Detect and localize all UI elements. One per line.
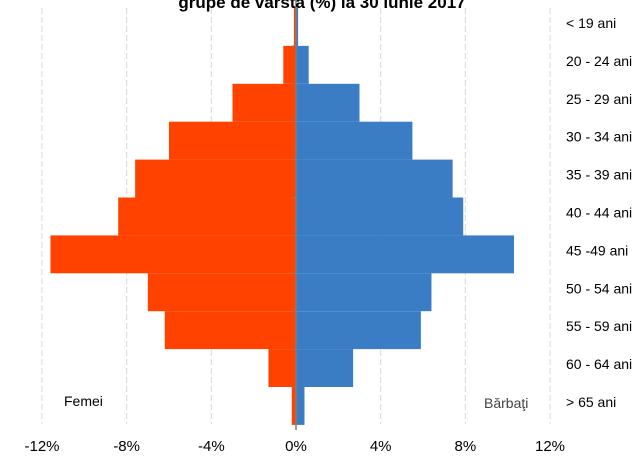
x-tick-label-6: 12% — [535, 438, 565, 455]
bar-femei-7 — [147, 273, 296, 312]
category-label-2: 25 - 29 ani — [566, 91, 632, 107]
category-label-9: 60 - 64 ani — [566, 356, 632, 372]
bar-femei-5 — [118, 197, 296, 236]
category-label-7: 50 - 54 ani — [566, 280, 632, 296]
bar-barbati-4 — [296, 159, 453, 198]
category-label-4: 35 - 39 ani — [566, 167, 632, 183]
bar-femei-8 — [164, 311, 296, 350]
bar-barbati-0 — [296, 8, 299, 46]
bar-barbati-3 — [296, 121, 413, 160]
bar-barbati-9 — [296, 349, 354, 387]
bar-femei-1 — [283, 45, 296, 84]
bar-femei-3 — [169, 121, 296, 160]
category-labels: < 19 ani 20 - 24 ani 25 - 29 ani 30 - 34 an… — [566, 15, 632, 410]
bar-femei-10 — [291, 387, 296, 425]
category-label-6: 45 -49 ani — [566, 242, 628, 258]
x-tick-label-3: 0% — [285, 438, 307, 455]
bar-barbati-6 — [296, 235, 515, 274]
category-label-3: 30 - 34 ani — [566, 129, 632, 145]
bar-barbati-7 — [296, 273, 432, 312]
bar-femei-6 — [50, 235, 296, 274]
bar-barbati-5 — [296, 197, 464, 236]
bar-femei-9 — [268, 349, 296, 387]
x-tick-labels: -12% -8% -4% 0% 4% 8% 12% — [24, 438, 565, 455]
x-tick-label-5: 8% — [454, 438, 476, 455]
bar-barbati-2 — [296, 83, 360, 122]
bars — [50, 8, 515, 425]
bar-femei-2 — [232, 83, 296, 122]
x-tick-label-4: 4% — [370, 438, 392, 455]
category-label-1: 20 - 24 ani — [566, 53, 632, 69]
bar-femei-4 — [135, 159, 296, 198]
x-tick-label-1: -8% — [113, 438, 140, 455]
chart-title: grupe de vârstă (%) la 30 iunie 2017 — [178, 0, 465, 12]
category-label-5: 40 - 44 ani — [566, 205, 632, 221]
category-label-8: 55 - 59 ani — [566, 318, 632, 334]
category-label-10: > 65 ani — [566, 394, 616, 410]
bar-barbati-1 — [296, 45, 309, 84]
series-label-femei: Femei — [64, 393, 103, 409]
bar-barbati-10 — [296, 387, 305, 425]
x-tick-label-0: -12% — [24, 438, 59, 455]
category-label-0: < 19 ani — [566, 15, 616, 31]
y-tick-marks — [292, 45, 296, 388]
series-label-barbati: Bărbaţi — [484, 395, 528, 411]
bar-barbati-8 — [296, 311, 421, 350]
x-tick-label-2: -4% — [198, 438, 225, 455]
bar-femei-0 — [293, 8, 296, 46]
